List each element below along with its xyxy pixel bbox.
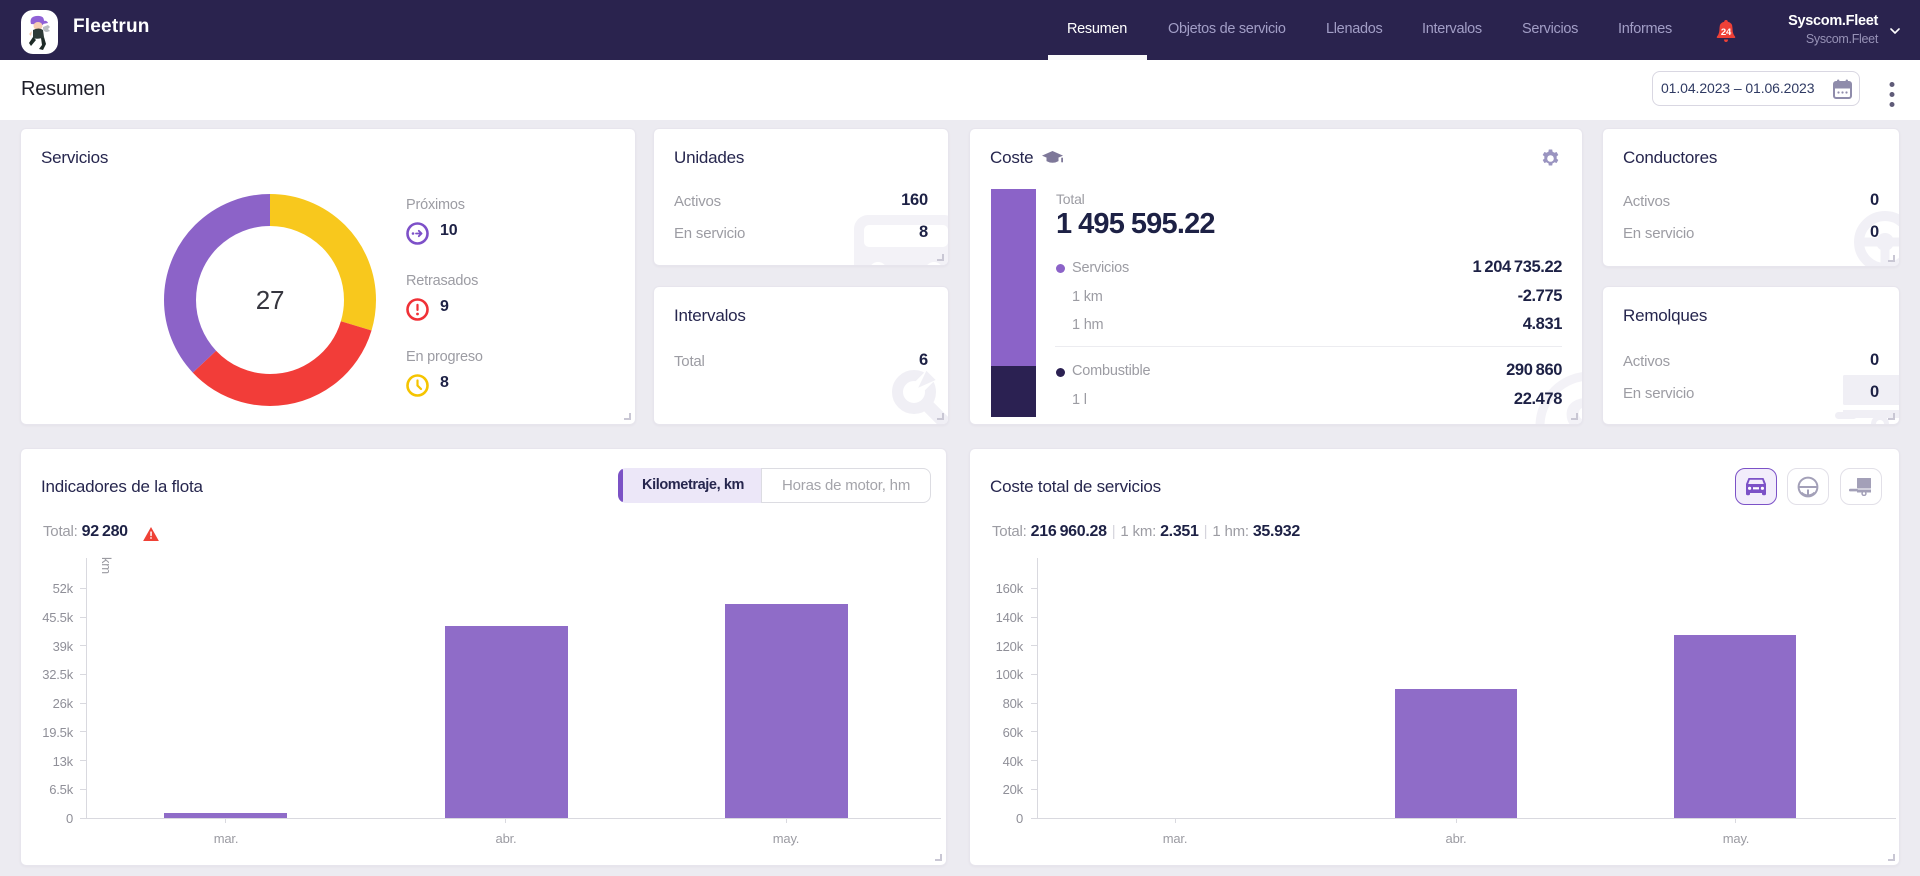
svg-text:24: 24 [1721,27,1732,38]
